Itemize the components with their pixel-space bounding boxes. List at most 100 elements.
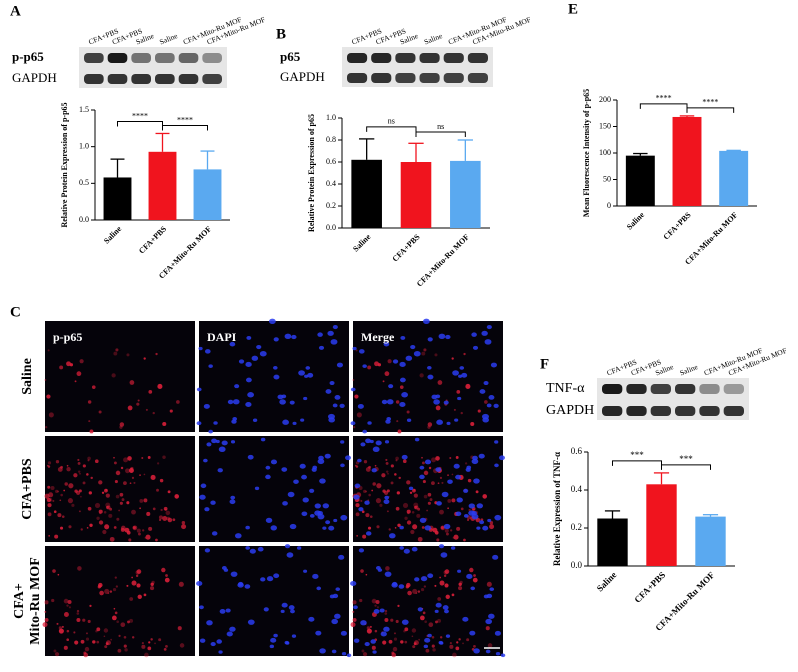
red-signal bbox=[137, 399, 140, 402]
nucleus bbox=[232, 417, 238, 421]
red-signal bbox=[126, 353, 130, 357]
red-signal bbox=[439, 509, 444, 515]
nucleus bbox=[203, 458, 208, 463]
red-signal bbox=[452, 652, 457, 658]
red-signal bbox=[48, 535, 50, 537]
bar bbox=[695, 516, 726, 566]
red-signal bbox=[411, 628, 417, 633]
nucleus bbox=[309, 488, 315, 493]
nucleus bbox=[417, 607, 423, 612]
nucleus bbox=[285, 641, 290, 645]
red-signal bbox=[139, 474, 141, 477]
red-signal bbox=[91, 385, 96, 389]
nucleus bbox=[479, 520, 485, 525]
red-signal bbox=[125, 468, 130, 474]
nucleus bbox=[339, 403, 345, 409]
red-signal bbox=[415, 592, 418, 595]
red-signal bbox=[437, 380, 443, 385]
nucleus bbox=[493, 403, 499, 409]
red-signal bbox=[57, 513, 62, 518]
red-signal bbox=[427, 422, 433, 427]
red-signal bbox=[456, 526, 461, 531]
nucleus bbox=[353, 605, 358, 610]
red-signal bbox=[115, 470, 121, 476]
nucleus bbox=[282, 501, 288, 506]
nucleus bbox=[301, 474, 307, 480]
red-signal bbox=[135, 574, 139, 578]
micrograph-column-label: DAPI bbox=[207, 330, 237, 344]
nucleus bbox=[472, 455, 478, 461]
nucleus bbox=[273, 374, 280, 380]
blot-band bbox=[443, 53, 464, 63]
nucleus bbox=[341, 651, 347, 656]
nucleus bbox=[379, 608, 385, 613]
red-signal bbox=[96, 640, 100, 644]
blot-background bbox=[342, 47, 493, 87]
nucleus bbox=[476, 503, 484, 509]
blot-background bbox=[79, 47, 227, 88]
red-signal bbox=[451, 357, 454, 360]
nucleus bbox=[371, 468, 377, 473]
nucleus bbox=[353, 638, 360, 643]
red-signal bbox=[105, 502, 111, 508]
red-signal bbox=[388, 528, 391, 531]
red-signal bbox=[130, 466, 134, 471]
red-signal bbox=[181, 520, 186, 525]
nucleus bbox=[317, 332, 323, 337]
nucleus bbox=[488, 395, 495, 400]
nucleus bbox=[299, 463, 306, 469]
nucleus bbox=[473, 478, 480, 484]
red-signal bbox=[150, 638, 153, 641]
red-signal bbox=[447, 498, 452, 503]
red-signal bbox=[156, 462, 160, 465]
nucleus bbox=[305, 366, 311, 370]
red-signal bbox=[157, 383, 163, 389]
red-signal bbox=[355, 503, 360, 508]
red-signal bbox=[46, 497, 52, 503]
red-signal bbox=[86, 473, 89, 476]
red-signal bbox=[94, 502, 101, 509]
red-signal bbox=[121, 498, 125, 502]
red-signal bbox=[368, 493, 371, 497]
red-signal bbox=[68, 483, 74, 489]
nucleus bbox=[210, 642, 216, 647]
nucleus bbox=[386, 399, 394, 405]
y-tick-label: 0.2 bbox=[326, 201, 336, 210]
red-signal bbox=[54, 652, 60, 657]
nucleus bbox=[494, 440, 499, 444]
y-tick-label: 0.8 bbox=[326, 135, 336, 144]
red-signal bbox=[80, 528, 83, 531]
nucleus bbox=[495, 651, 501, 656]
nucleus bbox=[358, 507, 364, 512]
red-signal bbox=[458, 586, 463, 591]
y-tick-label: 0.0 bbox=[571, 560, 583, 570]
red-signal bbox=[111, 615, 117, 621]
red-signal bbox=[352, 610, 355, 613]
red-signal bbox=[47, 485, 51, 489]
red-signal bbox=[165, 644, 168, 648]
red-signal bbox=[382, 640, 387, 645]
red-signal bbox=[441, 481, 444, 484]
red-signal bbox=[164, 577, 170, 583]
nucleus bbox=[300, 418, 305, 422]
red-signal bbox=[57, 573, 60, 576]
blot-band bbox=[202, 74, 222, 84]
nucleus bbox=[375, 440, 382, 446]
red-signal bbox=[108, 513, 113, 518]
red-signal bbox=[143, 473, 146, 476]
micrograph-row-label: Saline bbox=[20, 358, 35, 395]
y-tick-label: 1.0 bbox=[79, 141, 89, 150]
blot-band bbox=[347, 53, 368, 63]
blot-band bbox=[723, 406, 744, 416]
red-signal bbox=[437, 618, 442, 623]
nucleus bbox=[494, 630, 501, 636]
nucleus bbox=[485, 649, 491, 654]
nucleus bbox=[232, 399, 240, 405]
nucleus bbox=[372, 650, 377, 654]
red-signal bbox=[44, 600, 49, 605]
nucleus bbox=[206, 442, 212, 447]
red-signal bbox=[148, 526, 153, 531]
red-signal bbox=[395, 619, 399, 624]
blot-row-label: TNF-α bbox=[546, 381, 585, 396]
red-signal bbox=[47, 349, 50, 352]
